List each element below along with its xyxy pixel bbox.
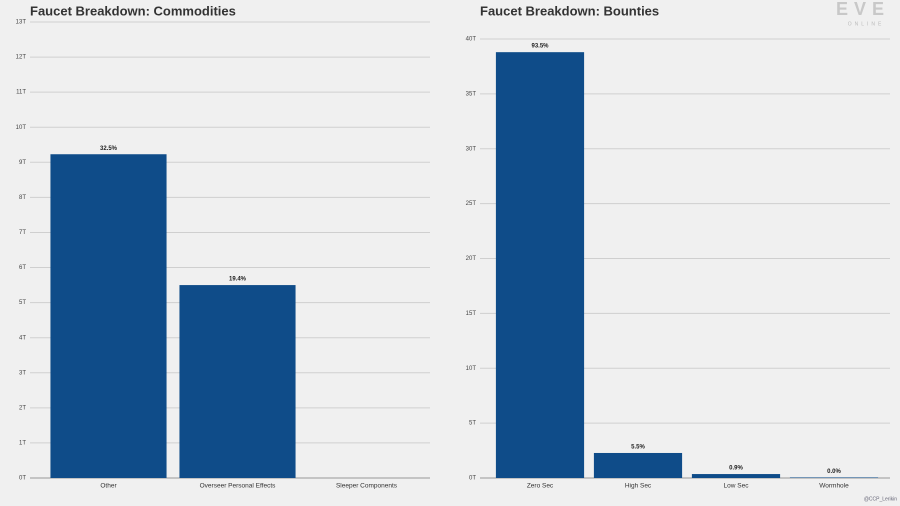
bar [495,52,585,479]
x-tick-label: Low Sec [724,483,750,490]
y-tick-label: 2T [19,405,26,411]
y-tick-label: 0T [469,476,476,482]
data-label: 0.0% [827,469,841,475]
chart-title: Faucet Breakdown: Commodities [30,3,236,18]
y-tick-label: 9T [19,160,26,166]
y-tick-label: 0T [19,476,26,482]
y-tick-label: 10T [466,366,477,372]
logo-sub: ONLINE [848,21,885,27]
logo: EVE [836,0,890,19]
data-label: 19.4% [229,277,247,283]
y-tick-label: 15T [466,311,477,317]
y-tick-label: 40T [466,37,477,43]
data-label: 5.5% [631,445,645,451]
x-tick-label: Zero Sec [527,483,554,490]
y-tick-label: 7T [19,230,26,236]
bar [593,452,683,478]
data-label: 93.5% [531,44,549,50]
y-tick-label: 20T [466,256,477,262]
y-tick-label: 6T [19,265,26,271]
y-tick-label: 30T [466,146,477,152]
x-tick-label: Overseer Personal Effects [200,483,276,490]
y-tick-label: 5T [469,421,476,427]
y-tick-label: 25T [466,201,477,207]
y-tick-label: 8T [19,195,26,201]
x-tick-label: Sleeper Components [336,483,398,490]
x-tick-label: Wormhole [819,483,849,490]
y-tick-label: 35T [466,91,477,97]
data-label: 0.9% [729,466,743,472]
bar [179,285,296,478]
y-tick-label: 4T [19,335,26,341]
data-label: 32.5% [100,146,118,152]
chart-title: Faucet Breakdown: Bounties [480,3,659,18]
x-tick-label: Other [100,483,117,490]
y-tick-label: 11T [16,90,26,96]
bar [789,477,879,478]
y-tick-label: 10T [16,125,27,131]
bar [50,154,167,479]
y-tick-label: 12T [16,55,27,61]
y-tick-label: 3T [19,370,26,376]
y-tick-label: 13T [16,20,27,26]
y-tick-label: 5T [19,300,26,306]
bar [691,474,781,478]
credit: @CCP_Lerikin [864,496,897,502]
y-tick-label: 1T [19,441,26,447]
x-tick-label: High Sec [625,483,652,490]
